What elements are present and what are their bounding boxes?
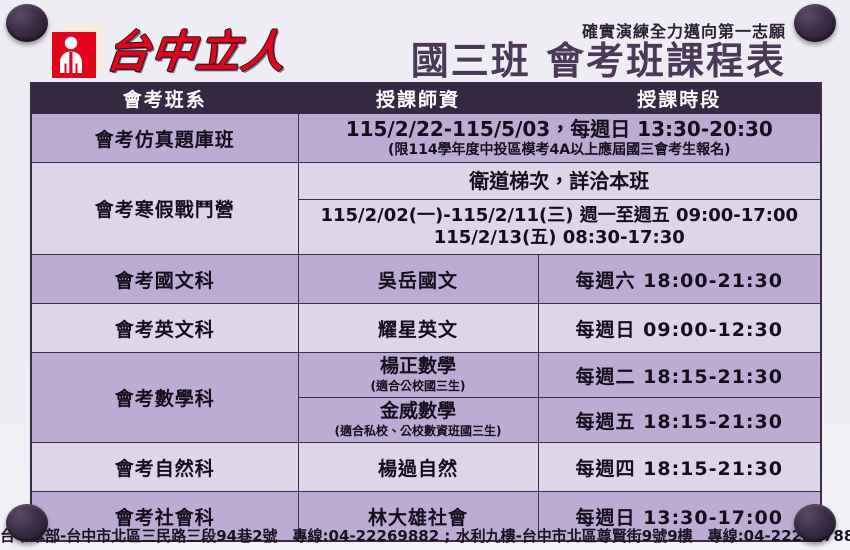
table-row: 會考英文科 耀星英文 每週日 09:00-12:30 (30, 303, 822, 353)
cell-schedule-a: 每週二 18:15-21:30 (537, 352, 822, 398)
table-row: 金威數學 (適合私校、公校數資班國三生) 每週五 18:15-21:30 (31, 397, 822, 443)
schedule-table-wrapper: 會考班系 授課師資 授課時段 會考仿真題庫班 115/2/22-115/5/03… (30, 82, 822, 542)
cell-teacher: 林大雄社會 (297, 491, 539, 542)
cell-schedule-b: 每週五 18:15-21:30 (537, 397, 822, 443)
table-row: 會考數學科 楊正數學 (適合公校國三生) 每週二 18:15-21:30 (30, 352, 822, 443)
cell-program: 會考國文科 (30, 254, 299, 304)
table-row: 會考仿真題庫班 115/2/22-115/5/03，每週日 13:30-20:3… (30, 113, 822, 163)
table-row: 會考自然科 楊過自然 每週四 18:15-21:30 (30, 442, 822, 492)
table-row: 會考寒假戰鬥營 衛道梯次，詳洽本班 (30, 162, 822, 255)
cell-teacher: 吳岳國文 (297, 254, 539, 304)
cell-teacher: 楊過自然 (297, 442, 539, 492)
brand-lockup: 台中立人 (52, 24, 289, 79)
teacher-note: (適合私校、公校數資班國三生) (334, 423, 502, 438)
poster-title: 國三班 會考班課程表 (410, 39, 786, 83)
corner-stud-bottom-left-icon (6, 504, 48, 542)
cell-teacher: 耀星英文 (297, 303, 539, 353)
corner-stud-bottom-right-icon (794, 504, 836, 542)
detail-line-note: (限114學年度中投區模考4A以上應屆國三會考生報名) (387, 142, 731, 158)
poster-subtitle: 確實演練全力邁向第一志願 (581, 22, 786, 42)
poster-header: 台中立人 確實演練全力邁向第一志願 國三班 會考班課程表 (0, 0, 850, 82)
cell-detail-merged-top: 衛道梯次，詳洽本班 (297, 162, 822, 200)
column-header-teacher: 授課師資 (297, 82, 539, 114)
cell-schedule: 每週日 13:30-17:00 (537, 491, 822, 542)
schedule-table: 會考班系 授課師資 授課時段 會考仿真題庫班 115/2/22-115/5/03… (30, 82, 822, 542)
table-row: 會考社會科 林大雄社會 每週日 13:30-17:00 (30, 491, 822, 542)
teacher-note: (適合公校國三生) (370, 378, 466, 393)
detail-line-primary: 衛道梯次，詳洽本班 (469, 168, 650, 193)
corner-stud-top-right-icon (794, 4, 836, 42)
table-header: 會考班系 授課師資 授課時段 (30, 82, 822, 114)
cell-teacher-a: 楊正數學 (適合公校國三生) (297, 352, 539, 398)
cell-teacher-b: 金威數學 (適合私校、公校數資班國三生) (297, 397, 539, 443)
table-row: 會考國文科 吳岳國文 每週六 18:00-21:30 (30, 254, 822, 304)
table-header-row: 會考班系 授課師資 授課時段 (30, 82, 822, 114)
person-in-red-square-logo-icon (52, 24, 104, 78)
title-block: 確實演練全力邁向第一志願 國三班 會考班課程表 (411, 23, 820, 82)
table-body: 會考仿真題庫班 115/2/22-115/5/03，每週日 13:30-20:3… (30, 113, 822, 542)
cell-program: 會考寒假戰鬥營 (30, 162, 299, 255)
cell-program: 會考社會科 (30, 491, 299, 542)
cell-detail-merged-bottom: 115/2/02(一)-115/2/11(三) 週一至週五 09:00-17:0… (297, 199, 822, 255)
cell-detail-merged: 115/2/22-115/5/03，每週日 13:30-20:30 (限114學… (297, 113, 822, 163)
table-row: 115/2/02(一)-115/2/11(三) 週一至週五 09:00-17:0… (31, 199, 822, 255)
detail-line-tertiary: 115/2/13(五) 08:30-17:30 (433, 227, 685, 248)
teacher-name: 金威數學 (379, 400, 456, 423)
corner-stud-top-left-icon (6, 4, 48, 42)
detail-line-primary: 115/2/22-115/5/03，每週日 13:30-20:30 (345, 117, 773, 141)
cell-program: 會考仿真題庫班 (30, 113, 299, 163)
column-header-schedule: 授課時段 (537, 82, 822, 114)
cell-schedule: 每週四 18:15-21:30 (537, 442, 822, 492)
cell-program: 會考自然科 (30, 442, 299, 492)
footer-contact: 台中本部-台中市北區三民路三段94巷2號 專線:04-22269882 ; 水利… (0, 527, 850, 545)
cell-schedule: 每週六 18:00-21:30 (537, 254, 822, 304)
column-header-program: 會考班系 (30, 82, 299, 114)
cell-schedule: 每週日 09:00-12:30 (537, 303, 822, 353)
brand-name: 台中立人 (103, 27, 289, 79)
teacher-name: 楊正數學 (379, 355, 456, 378)
detail-line-secondary: 115/2/02(一)-115/2/11(三) 週一至週五 09:00-17:0… (320, 204, 799, 226)
cell-program: 會考英文科 (30, 303, 299, 353)
cell-program: 會考數學科 (30, 352, 299, 443)
